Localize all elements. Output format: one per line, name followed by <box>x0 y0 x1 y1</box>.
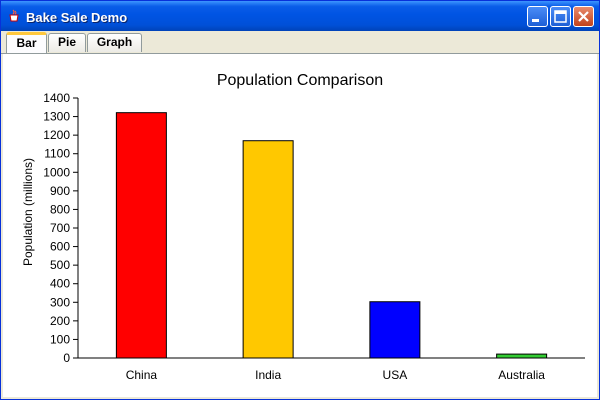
x-category-label: Australia <box>498 368 545 382</box>
close-button[interactable] <box>573 6 594 27</box>
tab-strip: Bar Pie Graph <box>1 31 599 54</box>
title-bar[interactable]: Bake Sale Demo <box>1 1 599 31</box>
y-tick-label: 0 <box>63 351 70 365</box>
tab-graph[interactable]: Graph <box>87 33 142 52</box>
y-tick-label: 1100 <box>44 147 70 161</box>
y-axis-label: Population (millions) <box>21 158 35 266</box>
y-tick-label: 700 <box>50 221 70 235</box>
tab-pie[interactable]: Pie <box>48 33 86 52</box>
y-tick-label: 800 <box>50 202 70 216</box>
close-icon <box>578 11 589 22</box>
y-tick-label: 1400 <box>43 91 70 105</box>
y-tick-label: 400 <box>50 277 70 291</box>
y-tick-label: 100 <box>50 332 70 346</box>
y-tick-label: 300 <box>50 295 70 309</box>
bar-china <box>115 112 167 359</box>
bar-usa <box>369 301 421 359</box>
y-tick-label: 500 <box>50 258 70 272</box>
y-tick-label: 900 <box>50 184 70 198</box>
bar-australia <box>496 353 548 359</box>
chart-title: Population Comparison <box>217 72 383 89</box>
maximize-icon <box>554 10 567 23</box>
tab-bar[interactable]: Bar <box>6 32 47 53</box>
window-title: Bake Sale Demo <box>26 10 128 25</box>
bar-india <box>242 140 294 359</box>
java-cup-icon <box>7 9 21 23</box>
chart-panel: Population Comparison Population (millio… <box>3 54 597 397</box>
bar-chart: Population Comparison Population (millio… <box>21 72 585 382</box>
x-category-label: China <box>126 368 158 382</box>
x-category-label: India <box>255 368 281 382</box>
maximize-button[interactable] <box>550 6 571 27</box>
y-tick-label: 1200 <box>43 128 70 142</box>
y-tick-label: 1300 <box>43 110 70 124</box>
minimize-icon <box>532 19 539 22</box>
y-tick-label: 200 <box>50 314 70 328</box>
minimize-button[interactable] <box>527 6 548 27</box>
x-category-label: USA <box>383 368 408 382</box>
y-tick-label: 600 <box>50 240 70 254</box>
y-tick-label: 1000 <box>43 165 70 179</box>
